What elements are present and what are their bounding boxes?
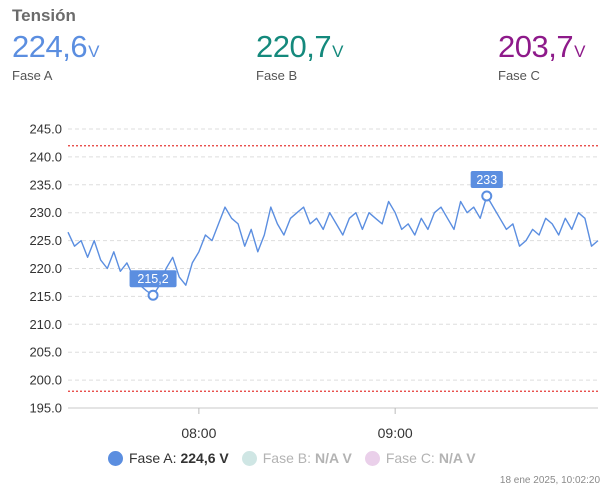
legend-label: Fase A: xyxy=(129,450,177,466)
y-tick-label: 245.0 xyxy=(29,122,62,137)
y-tick-label: 235.0 xyxy=(29,177,62,192)
readout-name: Fase B xyxy=(256,68,298,83)
readout-fase-c[interactable]: 203,7V Fase C xyxy=(498,29,586,84)
readout-name: Fase A xyxy=(12,68,53,83)
legend-value: N/A V xyxy=(438,450,476,466)
annotation-marker xyxy=(147,289,159,301)
timestamp: 18 ene 2025, 10:02:20 xyxy=(499,475,600,486)
y-tick-label: 215.0 xyxy=(29,289,62,304)
readout-value: 224,6 xyxy=(12,29,88,64)
legend-value: N/A V xyxy=(314,450,352,466)
legend-item-fase-c[interactable]: Fase C: N/A V xyxy=(364,450,476,466)
chart-title: Tensión xyxy=(12,6,76,25)
y-tick-label: 200.0 xyxy=(29,373,62,388)
legend-item-fase-b[interactable]: Fase B: N/A V xyxy=(241,450,352,466)
readout-unit: V xyxy=(574,42,586,61)
readout-value: 220,7 xyxy=(256,29,332,64)
readout-unit: V xyxy=(88,42,100,61)
y-tick-label: 240.0 xyxy=(29,149,62,164)
readout-fase-b[interactable]: 220,7V Fase B xyxy=(256,29,344,84)
legend-label: Fase B: xyxy=(262,450,311,466)
x-tick-label: 09:00 xyxy=(378,425,413,441)
y-tick-label: 210.0 xyxy=(29,317,62,332)
annotation-label: 215,2 xyxy=(137,272,168,286)
legend-item-fase-a[interactable]: Fase A: 224,6 V xyxy=(108,450,229,466)
y-tick-label: 230.0 xyxy=(29,205,62,220)
legend-dot-icon xyxy=(241,450,257,466)
y-tick-label: 225.0 xyxy=(29,233,62,248)
legend-value: 224,6 V xyxy=(180,450,229,466)
y-tick-label: 195.0 xyxy=(29,401,62,416)
annotation-label: 233 xyxy=(476,173,497,187)
legend-dot-icon xyxy=(108,450,123,466)
legend-dot-icon xyxy=(364,450,380,466)
annotation-marker xyxy=(481,190,493,202)
readout-unit: V xyxy=(332,42,344,61)
annotation-box xyxy=(470,170,503,188)
y-tick-label: 220.0 xyxy=(29,261,62,276)
legend-label: Fase C: xyxy=(385,450,435,466)
annotation-box xyxy=(129,270,177,288)
readout-value: 203,7 xyxy=(498,29,574,64)
y-tick-label: 205.0 xyxy=(29,345,62,360)
legend: Fase A: 224,6 V Fase B: N/A V Fase C: N/… xyxy=(108,450,489,466)
readout-fase-a[interactable]: 224,6V Fase A xyxy=(12,29,100,84)
x-tick-label: 08:00 xyxy=(181,425,216,441)
series-line-fase-a xyxy=(67,195,599,296)
readout-name: Fase C xyxy=(498,68,540,83)
